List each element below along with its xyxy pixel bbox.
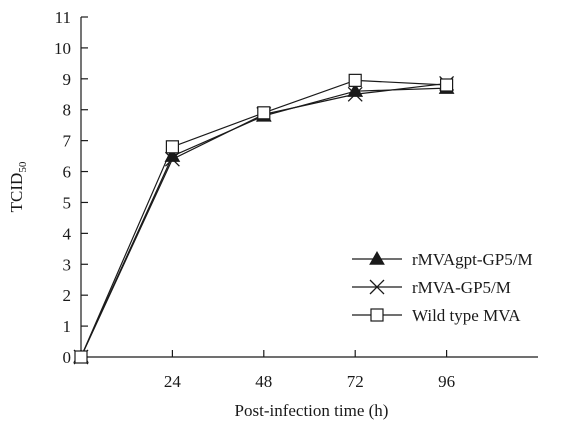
x-axis-title: Post-infection time (h) bbox=[235, 401, 389, 420]
data-point bbox=[164, 151, 180, 167]
data-point bbox=[348, 73, 362, 87]
legend-label: rMVAgpt-GP5/M bbox=[412, 250, 533, 269]
series-1 bbox=[73, 80, 455, 363]
series-3 bbox=[74, 73, 454, 364]
y-axis-title-subscript: 50 bbox=[17, 161, 29, 173]
data-point bbox=[165, 140, 179, 154]
x-tick-label: 72 bbox=[347, 372, 364, 391]
y-tick-label: 1 bbox=[63, 317, 72, 336]
y-tick-label: 2 bbox=[63, 286, 72, 305]
data-point bbox=[440, 78, 454, 92]
y-tick-label: 11 bbox=[55, 8, 71, 27]
series-layer bbox=[73, 73, 455, 365]
data-point bbox=[74, 350, 88, 364]
x-tick-label: 24 bbox=[164, 372, 182, 391]
y-tick-label: 5 bbox=[63, 193, 72, 212]
legend-label: rMVA-GP5/M bbox=[412, 278, 511, 297]
y-tick-label: 9 bbox=[63, 70, 72, 89]
legend-item: rMVA-GP5/M bbox=[352, 278, 511, 297]
y-tick-label: 0 bbox=[63, 348, 72, 367]
legend-marker bbox=[369, 279, 385, 295]
x-tick-label: 96 bbox=[438, 372, 455, 391]
legend-marker bbox=[370, 308, 384, 322]
legend-marker bbox=[369, 250, 385, 265]
axes bbox=[80, 17, 538, 358]
legend-item: Wild type MVA bbox=[352, 306, 521, 325]
legend: rMVAgpt-GP5/M rMVA-GP5/M Wild type MVA bbox=[352, 250, 533, 325]
x-marker-stroke bbox=[369, 279, 385, 295]
y-tick-label: 3 bbox=[63, 255, 72, 274]
x-marker-stroke bbox=[164, 151, 180, 167]
y-tick-label: 6 bbox=[63, 163, 72, 182]
y-tick-label: 10 bbox=[54, 39, 71, 58]
series-line bbox=[80, 87, 447, 358]
x-tick-label: 48 bbox=[255, 372, 272, 391]
y-axis-ticks: 0 1 2 3 4 5 6 7 8 9 10 11 bbox=[54, 8, 88, 367]
y-tick-label: 4 bbox=[63, 224, 72, 243]
legend-label: Wild type MVA bbox=[412, 306, 521, 325]
series-line bbox=[80, 82, 447, 358]
x-axis-ticks: 24 48 72 96 bbox=[164, 350, 455, 391]
data-point bbox=[347, 86, 363, 102]
x-marker-stroke bbox=[347, 86, 363, 102]
legend-item: rMVAgpt-GP5/M bbox=[352, 250, 533, 269]
y-tick-label: 8 bbox=[63, 101, 72, 120]
y-tick-label: 7 bbox=[63, 132, 72, 151]
data-point bbox=[257, 106, 271, 120]
y-axis-title-base: TCID bbox=[7, 173, 26, 213]
y-axis-title: TCID50 bbox=[7, 161, 29, 212]
